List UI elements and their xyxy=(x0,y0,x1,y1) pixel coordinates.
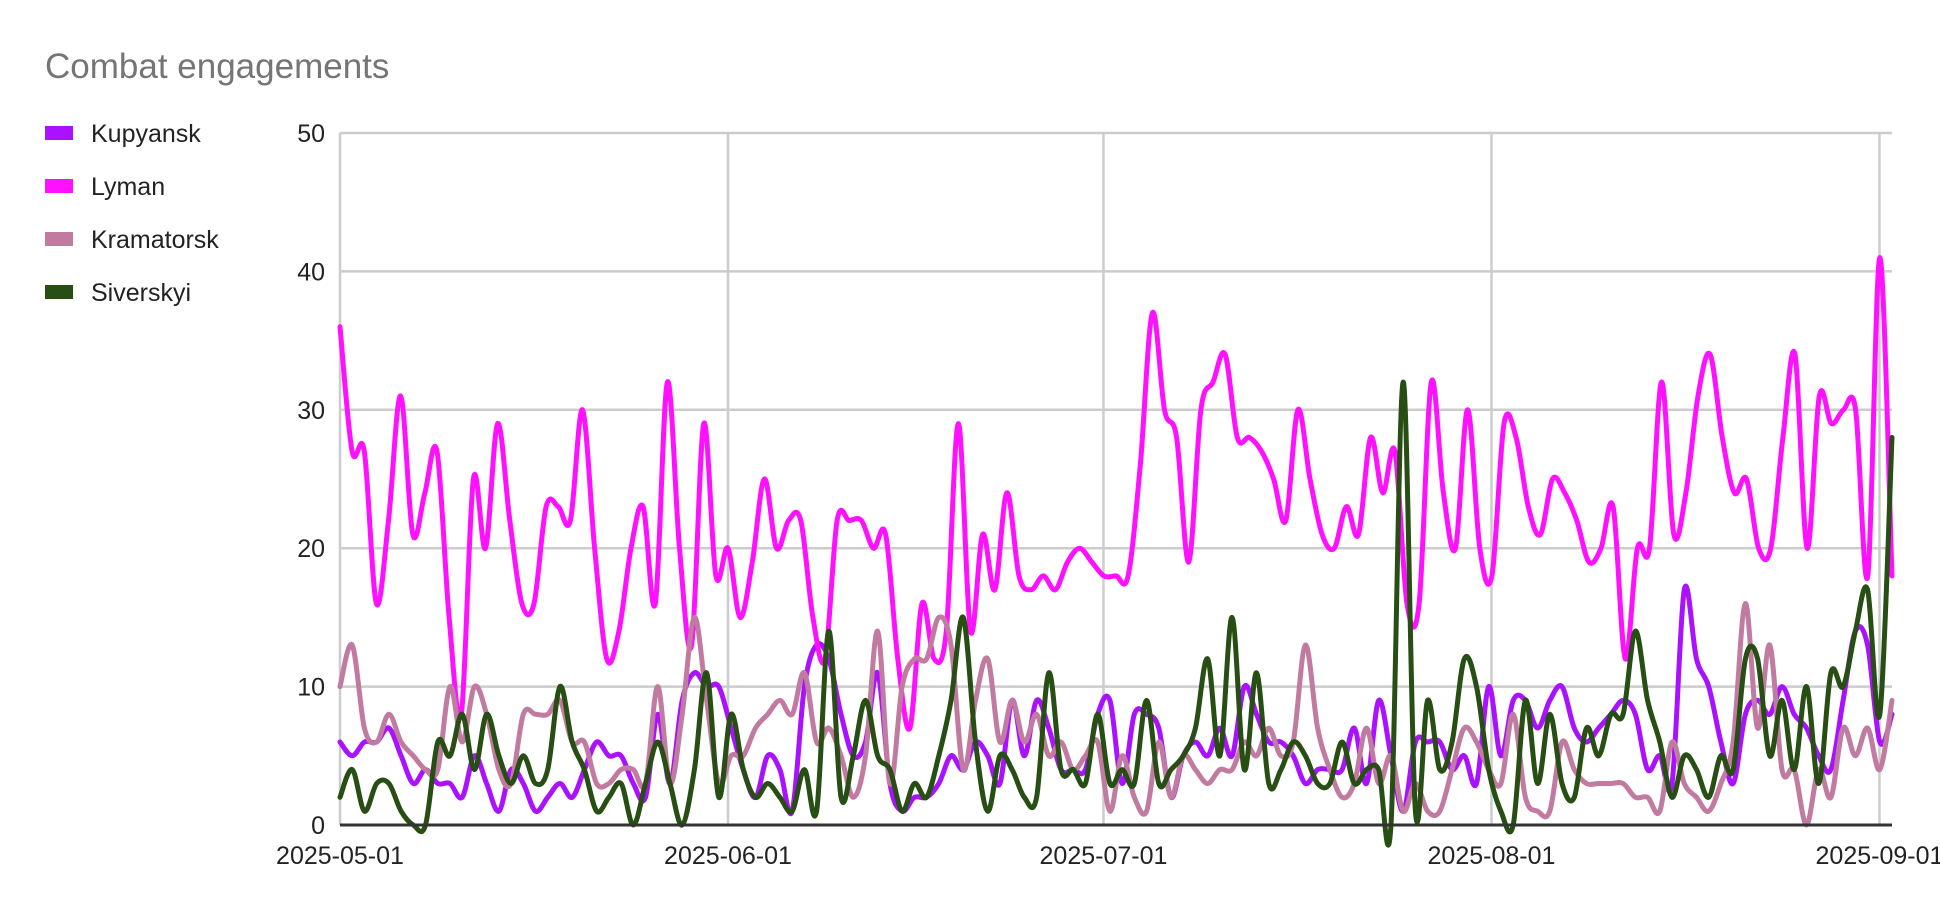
x-tick-label: 2025-06-01 xyxy=(664,842,792,870)
y-tick-label: 30 xyxy=(297,397,325,425)
chart-series xyxy=(337,255,1895,848)
y-tick-label: 10 xyxy=(297,674,325,702)
chart-title: Combat engagements xyxy=(45,47,389,86)
x-tick-label: 2025-08-01 xyxy=(1428,842,1556,870)
x-tick-label: 2025-07-01 xyxy=(1040,842,1168,870)
y-tick-label: 0 xyxy=(311,812,325,840)
y-tick-label: 40 xyxy=(297,258,325,286)
series-line-kramatorsk xyxy=(337,601,1895,828)
series-line-lyman xyxy=(337,255,1895,732)
legend-label-kupyansk: Kupyansk xyxy=(91,120,201,148)
legend-label-lyman: Lyman xyxy=(91,173,165,201)
series-line-kupyansk xyxy=(337,583,1895,817)
chart-axes: 0 10 20 30 40 50 2025-05-01 2025-06-01 2025-07-0… xyxy=(276,120,1940,870)
legend-swatch-kupyansk xyxy=(45,126,73,140)
legend-label-kramatorsk: Kramatorsk xyxy=(91,226,219,254)
chart-legend: Kupyansk Lyman Kramatorsk Siverskyi xyxy=(45,120,219,307)
series-line-siverskyi xyxy=(337,379,1895,848)
legend-swatch-kramatorsk xyxy=(45,232,73,246)
x-tick-label: 2025-09-01 xyxy=(1816,842,1940,870)
legend-label-siverskyi: Siverskyi xyxy=(91,279,191,307)
x-tick-label: 2025-05-01 xyxy=(276,842,404,870)
y-tick-label: 20 xyxy=(297,535,325,563)
legend-swatch-lyman xyxy=(45,179,73,193)
legend-swatch-siverskyi xyxy=(45,285,73,299)
y-tick-label: 50 xyxy=(297,120,325,148)
